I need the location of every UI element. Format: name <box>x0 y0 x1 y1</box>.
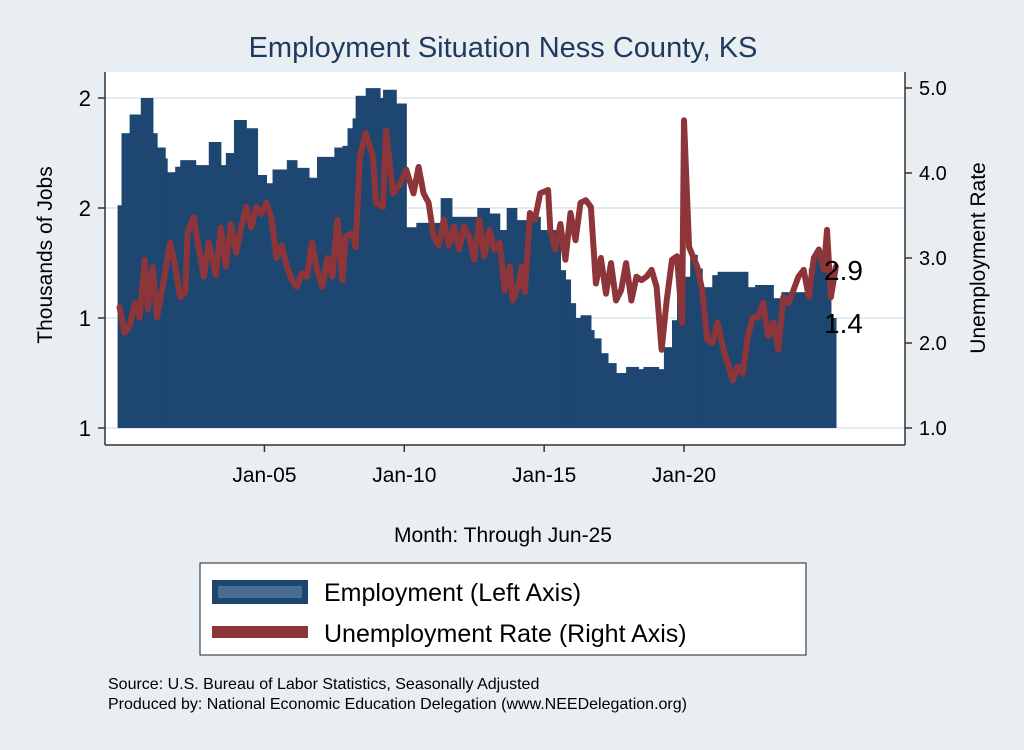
employment-bar <box>489 213 501 428</box>
employment-bar <box>702 287 713 428</box>
employment-bar <box>464 216 478 428</box>
employment-bar <box>347 128 354 428</box>
employment-bar <box>593 338 602 428</box>
employment-bar <box>781 292 810 428</box>
employment-bar <box>342 145 349 428</box>
legend: Employment (Left Axis) Unemployment Rate… <box>199 562 807 656</box>
employment-bar <box>257 175 267 428</box>
source-note: Source: U.S. Bureau of Labor Statistics,… <box>108 676 539 693</box>
rate-end-label: 2.9 <box>824 255 863 286</box>
employment-bar <box>129 114 142 428</box>
left-tick-label: 2 <box>79 86 91 111</box>
employment-bar <box>317 156 335 428</box>
employment-bar <box>747 287 756 428</box>
employment-bar <box>352 118 357 428</box>
employment-bar <box>451 216 465 428</box>
employment-bar <box>830 318 837 428</box>
employment-bar <box>580 315 592 428</box>
employment-bar <box>440 198 453 428</box>
legend-label-rate: Unemployment Rate (Right Axis) <box>324 620 687 648</box>
employment-bar <box>379 98 384 428</box>
employment-bar <box>296 167 310 428</box>
right-tick-label: 2.0 <box>919 333 947 355</box>
employment-bar <box>808 268 815 428</box>
employment-bar <box>428 222 442 428</box>
y-axis-left-label: Thousands of Jobs <box>34 166 57 343</box>
employment-bar <box>308 177 318 428</box>
legend-label-employment: Employment (Left Axis) <box>324 579 581 607</box>
employment-bar <box>671 320 678 428</box>
producer-note: Produced by: National Economic Education… <box>108 696 687 713</box>
axis-ticks: 1 1 2 2 1.0 2.0 3.0 4.0 5.0 Jan-05 Jan-10 Jan-15 Jan… <box>79 78 947 487</box>
employment-bar <box>560 270 567 428</box>
y-axis-right-label: Unemployment Rate <box>967 162 990 353</box>
employment-bar <box>570 303 577 428</box>
employment-bar <box>246 128 259 428</box>
chart-title: Employment Situation Ness County, KS <box>249 32 758 64</box>
employment-bar <box>477 208 490 428</box>
employment-bar <box>220 165 227 428</box>
employment-bar <box>755 285 774 428</box>
employment-bar <box>638 369 645 428</box>
employment-bar <box>416 222 430 428</box>
legend-box <box>199 562 807 656</box>
right-tick-label: 5.0 <box>919 78 947 100</box>
employment-bar <box>658 369 665 428</box>
employment-bar <box>643 366 660 428</box>
employment-bar <box>690 254 698 428</box>
employment-bar <box>334 147 344 428</box>
right-tick-label: 3.0 <box>919 248 947 270</box>
employment-bar <box>540 230 556 428</box>
employment-bar <box>225 153 235 428</box>
right-tick-label: 1.0 <box>919 418 947 440</box>
unemployment-rate-line <box>116 117 839 384</box>
employment-bar <box>272 169 288 428</box>
left-tick-label: 2 <box>79 196 91 221</box>
employment-bar <box>499 230 508 428</box>
employment-bar <box>663 347 673 428</box>
employment-bar <box>575 318 582 428</box>
x-axis-label: Month: Through Jun-25 <box>394 524 612 547</box>
employment-bar <box>607 363 617 428</box>
x-tick-label: Jan-05 <box>232 464 296 487</box>
employment-bar <box>626 366 640 428</box>
employment-bar <box>565 279 572 428</box>
employment-bar <box>506 208 518 428</box>
employment-bar <box>590 330 595 428</box>
employment-bar <box>195 165 210 428</box>
employment-end-label: 1.4 <box>824 308 863 339</box>
left-tick-label: 1 <box>79 416 91 441</box>
right-tick-label: 4.0 <box>919 163 947 185</box>
x-tick-label: Jan-20 <box>652 464 716 487</box>
x-tick-label: Jan-10 <box>372 464 436 487</box>
employment-bar <box>697 268 703 428</box>
employment-bar <box>355 95 367 429</box>
legend-swatch-employment-inner <box>218 586 302 598</box>
employment-bar <box>396 103 407 428</box>
employment-bar <box>600 353 609 428</box>
employment-bar <box>165 158 168 428</box>
employment-bar <box>233 120 247 428</box>
employment-bar <box>406 227 417 428</box>
employment-bar <box>813 253 827 428</box>
employment-bar <box>825 257 832 428</box>
employment-bar <box>712 275 719 428</box>
employment-bar <box>121 133 131 428</box>
employment-bar <box>286 160 298 428</box>
x-tick-label: Jan-15 <box>512 464 576 487</box>
employment-bar <box>616 373 627 428</box>
legend-swatch-rate <box>212 626 308 638</box>
employment-bar <box>773 298 782 428</box>
employment-bar <box>208 142 222 428</box>
employment-bar <box>529 216 541 428</box>
employment-bar <box>555 237 561 428</box>
employment-bar <box>266 183 274 428</box>
left-tick-label: 1 <box>79 306 91 331</box>
employment-bar <box>167 172 176 428</box>
